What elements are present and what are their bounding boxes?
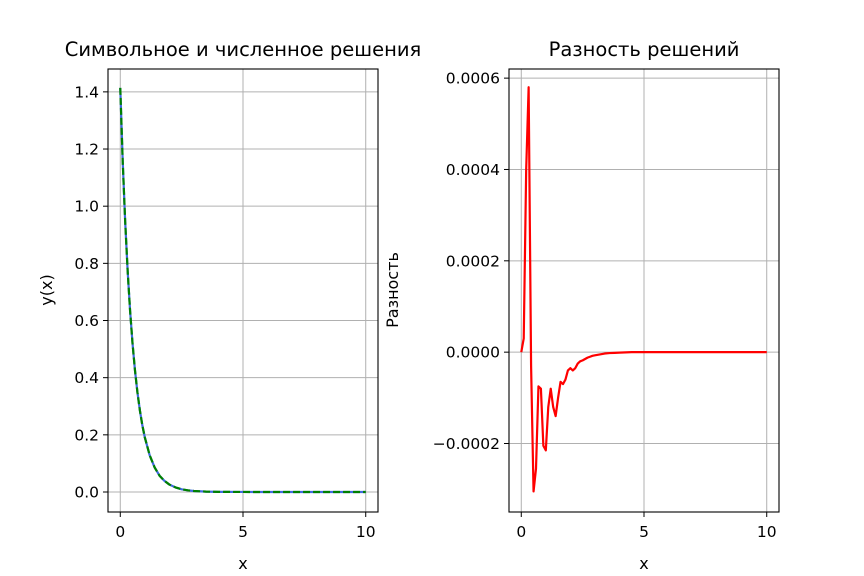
y-ticks: 0.0 0.2 0.4 0.6 0.8 1.0 1.2 1.4 bbox=[74, 83, 108, 501]
x-tick-label: 5 bbox=[639, 523, 649, 541]
y-tick-label: 0.0000 bbox=[446, 344, 500, 362]
y-tick-label: 1.2 bbox=[74, 141, 99, 159]
y-tick-label: 0.0002 bbox=[446, 252, 500, 270]
x-tick-label: 5 bbox=[238, 523, 248, 541]
x-tick-label: 0 bbox=[115, 523, 125, 541]
x-ticks: 0 5 10 bbox=[516, 512, 777, 541]
series-line bbox=[119, 87, 366, 494]
series-lines bbox=[119, 87, 366, 494]
x-axis-label: x bbox=[639, 554, 648, 573]
series-line bbox=[520, 86, 767, 493]
y-tick-label: 0.6 bbox=[74, 312, 99, 330]
subplot-difference: 0 5 10 −0.0002 0.0000 0.0002 0.0004 0.0006 Раз… bbox=[383, 38, 780, 573]
y-ticks: −0.0002 0.0000 0.0002 0.0004 0.0006 bbox=[433, 70, 509, 453]
x-ticks: 0 5 10 bbox=[115, 512, 376, 541]
y-tick-label: −0.0002 bbox=[433, 435, 500, 453]
y-tick-label: 0.0 bbox=[74, 483, 99, 501]
series-lines bbox=[520, 86, 767, 493]
y-tick-label: 0.4 bbox=[74, 369, 99, 387]
grid-lines bbox=[108, 69, 378, 512]
x-tick-label: 0 bbox=[516, 523, 526, 541]
chart-title: Разность решений bbox=[549, 38, 740, 61]
x-axis-label: x bbox=[238, 554, 247, 573]
y-tick-label: 1.4 bbox=[74, 83, 99, 101]
y-tick-label: 0.2 bbox=[74, 426, 99, 444]
y-axis-label: Разность bbox=[383, 252, 402, 328]
x-tick-label: 10 bbox=[356, 523, 376, 541]
y-tick-label: 0.8 bbox=[74, 255, 99, 273]
subplot-solutions: 0 5 10 0.0 0.2 0.4 0.6 0.8 1.0 1.2 1.4 Символьное… bbox=[37, 38, 421, 573]
y-tick-label: 0.0004 bbox=[446, 161, 500, 179]
y-tick-label: 1.0 bbox=[74, 198, 99, 216]
grid-lines bbox=[509, 69, 779, 512]
chart-title: Символьное и численное решения bbox=[65, 38, 422, 61]
y-axis-label: y(x) bbox=[37, 274, 56, 305]
x-tick-label: 10 bbox=[757, 523, 777, 541]
y-tick-label: 0.0006 bbox=[446, 70, 500, 88]
